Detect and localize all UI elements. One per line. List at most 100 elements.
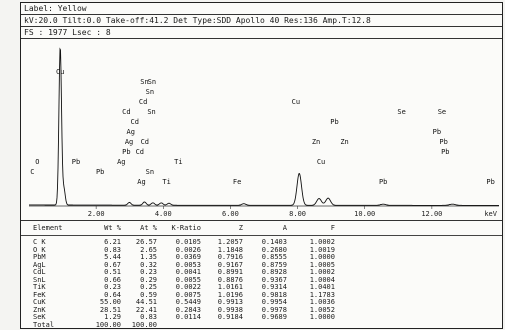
table-cell: ZnK (33, 305, 46, 314)
table-cell: Element (33, 224, 63, 232)
table-cell: 1.35 (140, 253, 157, 261)
x-tick-label: 4.00 (155, 210, 172, 218)
table-cell: 0.67 (104, 260, 121, 269)
table-cell: 0.2680 (261, 245, 287, 254)
table-cell: 0.9167 (217, 260, 243, 269)
peak-label: Fe (233, 178, 241, 186)
table-cell: 26.57 (135, 238, 157, 246)
table-cell: 0.66 (104, 275, 121, 284)
peak-label: Ag (125, 138, 133, 146)
table-row: CdL 0.51 0.23 0.0041 0.8991 0.8928 1.0002 (21, 268, 502, 276)
peak-label: Cu (292, 98, 300, 106)
table-cell: A (282, 224, 287, 232)
x-tick-label: 2.00 (88, 210, 105, 218)
table-cell: 0.0105 (175, 238, 201, 246)
table-cell: 0.0369 (175, 253, 201, 261)
table-row: SeK 1.29 0.83 0.0114 0.9184 0.9689 1.0000 (21, 313, 502, 321)
table-cell: TiK (33, 283, 46, 291)
table-cell: 22.41 (135, 305, 157, 314)
table-cell: 0.9689 (261, 313, 287, 321)
table-cell: 0.9314 (261, 283, 287, 291)
table-cell: O K (33, 245, 46, 254)
table-cell: 1.1848 (217, 245, 243, 254)
table-cell: K-Ratio (171, 224, 201, 232)
table-cell: 0.0041 (175, 268, 201, 276)
table-cell: 0.23 (104, 283, 121, 291)
table-row: O K 0.83 2.65 0.0026 1.1848 0.2680 1.0019 (21, 246, 502, 254)
table-row: FeK 0.64 0.59 0.0075 1.0196 0.9818 1.1783 (21, 291, 502, 299)
table-cell: 5.44 (104, 253, 121, 261)
peak-label: Pb (72, 158, 80, 166)
table-cell: 0.8876 (217, 275, 243, 284)
peak-label: Pb (379, 178, 387, 186)
table-cell: 0.83 (140, 313, 157, 321)
table-cell: 0.0053 (175, 260, 201, 269)
table-cell: 0.0055 (175, 275, 201, 284)
table-row: AgL 0.67 0.32 0.0053 0.9167 0.8759 1.0005 (21, 261, 502, 269)
table-cell: 0.9367 (261, 275, 287, 284)
table-cell: 1.0161 (217, 283, 243, 291)
table-row: C K 6.21 26.57 0.0105 1.2057 0.1403 1.0002 (21, 238, 502, 246)
table-cell: 0.32 (140, 260, 157, 269)
table-header-row: Element Wt % At % K-Ratio Z A F (21, 224, 502, 232)
table-cell: 0.1403 (261, 238, 287, 246)
table-row: CuK 55.00 44.51 0.5449 0.9913 0.9954 1.0036 (21, 298, 502, 306)
peak-label: Pb (96, 168, 104, 176)
fullscale-line: FS : 1977 Lsec : 8 (21, 27, 502, 39)
table-cell: 0.0022 (175, 283, 201, 291)
table-cell: 1.0019 (309, 245, 335, 254)
table-cell: 1.0002 (309, 238, 335, 246)
table-cell: 6.21 (104, 238, 121, 246)
table-cell: 0.0075 (175, 290, 201, 299)
peak-label: Pb (122, 148, 130, 156)
table-cell: 0.9954 (261, 298, 287, 306)
x-tick-label: 6.00 (222, 210, 239, 218)
table-cell: 1.0005 (309, 260, 335, 269)
table-cell: 1.2057 (217, 238, 243, 246)
eds-report-frame: Label: Yellow kV:20.0 Tilt:0.0 Take-off:… (20, 2, 503, 329)
table-cell: 0.7916 (217, 253, 243, 261)
table-cell: 0.9938 (217, 305, 243, 314)
table-cell: 100.00 (95, 320, 121, 329)
table-cell: Wt % (104, 224, 121, 232)
peak-label: Ti (174, 158, 182, 166)
table-header-divider (21, 235, 502, 236)
peak-label: Cd (136, 148, 144, 156)
x-tick-label: 10.00 (354, 210, 375, 218)
table-cell: 44.51 (135, 298, 157, 306)
table-cell: At % (140, 224, 157, 232)
table-cell: F (330, 224, 335, 232)
table-cell: 2.65 (140, 245, 157, 254)
table-cell: 1.0000 (309, 253, 335, 261)
peak-label: Se (397, 108, 405, 116)
peak-label: Zn (340, 138, 348, 146)
table-cell: 0.9913 (217, 298, 243, 306)
table-row: Total 100.00 100.00 (21, 321, 502, 329)
table-cell: 1.0002 (309, 268, 335, 276)
table-cell: 0.2843 (175, 305, 201, 314)
table-cell: Z (238, 224, 243, 232)
table-cell: Total (33, 320, 55, 329)
x-tick-label: 12.00 (421, 210, 442, 218)
table-row: SnL 0.66 0.29 0.0055 0.8876 0.9367 1.0004 (21, 276, 502, 284)
peak-label: Pb (433, 128, 441, 136)
table-cell: 1.0000 (309, 313, 335, 321)
peak-label: Pb (439, 138, 447, 146)
table-row: PbM 5.44 1.35 0.0369 0.7916 0.8555 1.0000 (21, 253, 502, 261)
peak-label: Sn (148, 78, 156, 86)
peak-label: Cu (317, 158, 325, 166)
table-cell: SeK (33, 313, 46, 321)
table-cell: 0.51 (104, 268, 121, 276)
peak-label: Sn (146, 88, 154, 96)
table-cell: 28.51 (99, 305, 121, 314)
table-cell: 1.1783 (309, 290, 335, 299)
peak-label: Zn (312, 138, 320, 146)
table-cell: C K (33, 238, 46, 246)
table-cell: 1.29 (104, 313, 121, 321)
table-cell: 100.00 (131, 320, 157, 329)
peak-label: Cd (122, 108, 130, 116)
peak-label: Cd (141, 138, 149, 146)
table-cell: 1.0004 (309, 275, 335, 284)
table-cell: 0.83 (104, 245, 121, 254)
table-cell: 0.8555 (261, 253, 287, 261)
